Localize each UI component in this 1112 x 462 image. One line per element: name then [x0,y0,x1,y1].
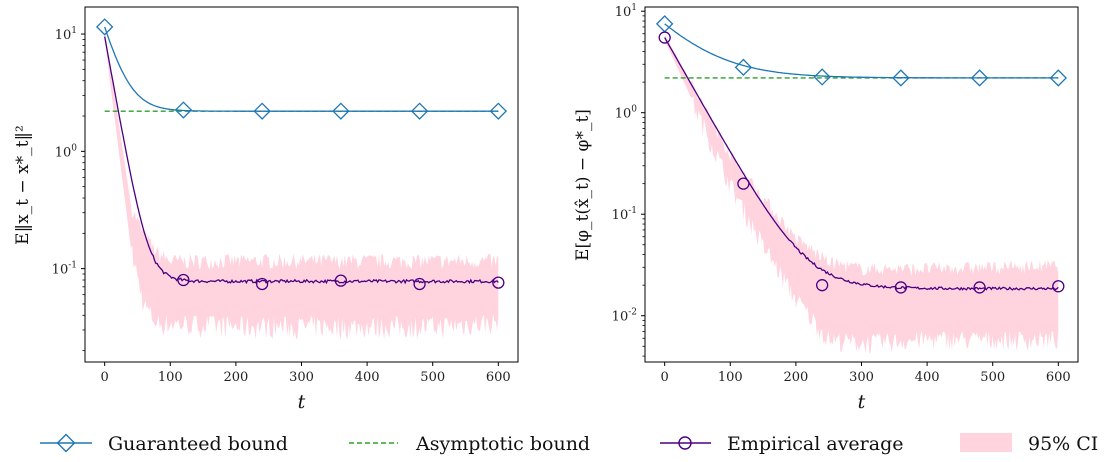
x-tick-label: 300 [849,370,874,385]
empirical-marker [815,279,829,292]
guaranteed-bound-line [664,23,1059,79]
x-tick-label: 0 [661,370,669,385]
legend: Guaranteed bound Asymptotic bound Empiri… [40,433,1098,455]
empirical-marker [737,177,750,190]
y-tick-label: 10-1 [612,206,637,223]
empirical-marker [177,273,190,287]
legend-empirical-marker [678,436,692,450]
x-tick-label: 400 [915,370,940,385]
guaranteed-marker [95,18,114,36]
x-axis-label: t [298,391,306,413]
legend-ci-swatch [960,433,1012,452]
x-tick-label: 100 [718,370,743,385]
y-tick-label: 10-1 [52,261,77,278]
ci-band [664,34,1059,354]
y-tick-label: 100 [615,105,638,122]
legend-item-ci: 95% CI [960,433,1098,455]
guaranteed-marker [1049,69,1068,87]
guaranteed-marker [332,102,350,120]
guaranteed-marker [655,15,674,33]
legend-item-guaranteed: Guaranteed bound [40,433,288,455]
x-axis-label: t [858,391,866,413]
y-tick-label: 10-2 [612,308,637,325]
empirical-marker [492,276,505,289]
y-axis-label: E‖x_t − x*_t‖² [13,125,33,245]
ci-band [104,29,499,340]
y-tick-label: 101 [615,3,637,20]
guaranteed-marker [253,102,271,120]
x-tick-label: 500 [980,370,1005,385]
legend-item-asymptotic: Asymptotic bound [349,433,590,455]
guaranteed-marker [410,102,429,120]
y-tick-label: 101 [55,26,77,43]
legend-item-empirical: Empirical average [660,433,904,455]
guaranteed-marker [489,102,508,120]
legend-asymptotic-label: Asymptotic bound [415,433,590,455]
empirical-marker [255,277,269,291]
left-panel: 0 100 200 300 400 500 600 10-1 100 101 t E‖x_t − x*… [13,6,519,413]
legend-guaranteed-label: Guaranteed bound [108,433,288,455]
x-tick-label: 200 [223,370,248,385]
x-tick-label: 500 [420,370,445,385]
empirical-marker [658,31,671,44]
x-tick-label: 300 [289,370,314,385]
right-panel: 0 100 200 300 400 500 600 10-2 10-1 100 101 t E[φ_t(… [573,3,1079,413]
guaranteed-bound-line [104,26,499,112]
legend-guaranteed-marker [56,433,76,453]
guaranteed-marker [892,69,910,87]
guaranteed-marker [734,58,753,77]
x-tick-label: 0 [101,370,109,385]
empirical-marker [334,274,348,287]
y-tick-label: 100 [55,143,78,160]
guaranteed-marker [813,68,831,86]
empirical-average-line [104,36,499,285]
plot-area [664,23,1059,354]
empirical-marker [894,281,908,294]
x-tick-label: 200 [783,370,808,385]
plot-area [104,26,499,340]
x-tick-label: 100 [158,370,183,385]
y-axis-label: E[φ_t(x̂_t) − φ*_t] [573,109,593,261]
x-tick-label: 600 [486,370,511,385]
x-tick-label: 600 [1046,370,1071,385]
empirical-marker [1052,280,1065,293]
legend-ci-label: 95% CI [1028,433,1098,455]
x-tick-label: 400 [355,370,380,385]
guaranteed-marker [970,69,989,87]
legend-empirical-label: Empirical average [727,433,904,455]
empirical-marker [973,281,986,294]
guaranteed-marker [174,101,193,119]
empirical-average-line [664,37,1059,291]
empirical-marker [413,277,426,291]
